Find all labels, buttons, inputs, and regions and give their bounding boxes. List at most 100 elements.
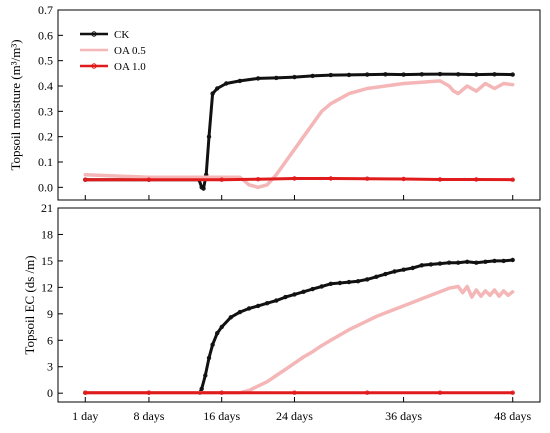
data-point-ck: [346, 279, 352, 285]
ec-plot-frame: [57, 207, 541, 403]
moisture-y-axis-label: Topsoil moisture (m³/m³): [8, 39, 23, 170]
data-point-oa-1-0: [437, 177, 443, 182]
data-point-ck: [456, 260, 461, 265]
y-tick-label: 0.4: [38, 79, 53, 93]
y-tick-label: 0.5: [38, 54, 53, 68]
y-tick-label: 0.0: [38, 180, 53, 194]
legend-marker-oa-1-0: [91, 63, 97, 69]
y-tick-label: 0.7: [38, 3, 53, 17]
data-point-ck: [292, 74, 297, 80]
series-line-oa-0-5: [83, 79, 515, 190]
series-line-ck: [83, 258, 515, 395]
data-point-ck: [465, 259, 470, 264]
data-point-ck: [210, 91, 215, 96]
data-point-ck: [328, 281, 333, 286]
legend-label-ck: CK: [114, 29, 129, 41]
y-tick-label: 0.3: [38, 104, 53, 118]
ec-y-axis-label: Topsoil EC (ds /m): [22, 255, 37, 354]
data-point-oa-1-0: [328, 176, 333, 181]
y-tick-label: 9: [47, 307, 53, 321]
data-point-ck: [437, 261, 443, 266]
x-tick-label: 24 days: [276, 409, 313, 423]
data-point-oa-1-0: [255, 176, 261, 182]
data-point-ck: [510, 257, 515, 263]
data-point-ck: [383, 271, 388, 277]
x-tick-label: 48 days: [494, 409, 531, 423]
data-point-ck: [365, 277, 370, 282]
data-point-ck: [214, 331, 220, 336]
legend: CK OA 0.5 OA 1.0: [80, 29, 146, 73]
y-tick-label: 0.6: [38, 28, 53, 42]
data-point-ck: [510, 72, 515, 77]
series-line-ck: [83, 72, 515, 191]
y-tick-label: 0.1: [38, 155, 53, 169]
data-point-ck: [255, 76, 261, 81]
data-point-ck: [219, 324, 224, 330]
data-point-ck: [292, 292, 297, 297]
data-point-ck: [237, 78, 243, 84]
data-point-ck: [492, 258, 497, 264]
legend-label-oa-1-0: OA 1.0: [114, 61, 146, 73]
data-point-ck: [474, 72, 479, 77]
data-point-ck: [419, 263, 424, 268]
y-tick-label: 6: [47, 333, 53, 347]
data-point-ck: [206, 134, 212, 139]
y-tick-label: 0: [47, 386, 53, 400]
x-tick-label: 16 days: [203, 409, 240, 423]
data-point-oa-1-0: [510, 390, 515, 395]
data-point-ck: [201, 186, 206, 191]
y-tick-label: 0.2: [38, 130, 53, 144]
y-tick-label: 12: [41, 280, 53, 294]
data-point-ck: [365, 72, 370, 77]
data-point-ck: [206, 355, 212, 361]
series-line-oa-1-0: [83, 177, 515, 182]
data-point-ck: [401, 72, 406, 77]
data-point-ck: [446, 260, 452, 265]
data-point-ck: [383, 72, 388, 77]
data-point-ck: [214, 86, 220, 91]
data-point-ck: [428, 262, 434, 267]
data-point-oa-1-0: [474, 177, 479, 182]
moisture-y-axis: 0.0 0.1 0.2 0.3 0.4 0.5 0.6 0.7: [38, 3, 514, 200]
x-tick-label: 1 day: [72, 409, 98, 423]
data-point-ck: [456, 72, 461, 77]
data-point-ck: [483, 259, 488, 264]
ec-y-axis: 0 3 6 9 12 15 18 21: [41, 201, 514, 402]
data-point-ck: [237, 309, 243, 315]
data-point-ck: [392, 269, 397, 274]
data-point-ck: [374, 274, 379, 279]
data-point-ck: [319, 284, 324, 289]
moisture-plot-frame: [57, 9, 541, 201]
data-point-ck: [283, 294, 288, 300]
data-point-ck: [203, 373, 208, 378]
data-point-oa-1-0: [437, 390, 443, 395]
data-point-oa-1-0: [219, 177, 224, 182]
legend-label-oa-0-5: OA 0.5: [114, 45, 146, 57]
data-point-ck: [265, 301, 270, 306]
series-line-oa-0-5: [83, 284, 515, 395]
data-point-ck: [246, 306, 252, 311]
ec-series-layer: [83, 257, 515, 395]
data-point-ck: [255, 303, 261, 309]
data-point-ck: [274, 298, 279, 303]
data-point-oa-1-0: [365, 176, 370, 181]
y-tick-label: 18: [41, 227, 53, 241]
x-tick-label: 8 days: [133, 409, 164, 423]
data-point-ck: [401, 267, 406, 272]
data-point-oa-1-0: [83, 177, 88, 182]
data-point-oa-1-0: [146, 390, 152, 395]
data-point-ck: [310, 73, 315, 79]
moisture-panel: 0.0 0.1 0.2 0.3 0.4 0.5 0.6 0.7 Topsoil moistur…: [8, 3, 541, 201]
data-point-oa-1-0: [365, 390, 370, 395]
data-point-oa-1-0: [83, 390, 88, 395]
data-point-ck: [474, 260, 479, 265]
data-point-ck: [355, 279, 361, 284]
y-tick-label: 21: [41, 201, 53, 215]
data-point-ck: [274, 75, 279, 81]
data-point-ck: [337, 280, 343, 286]
data-point-oa-1-0: [510, 177, 515, 182]
data-point-ck: [501, 258, 506, 264]
data-point-ck: [328, 72, 333, 78]
data-point-ck: [199, 386, 204, 391]
